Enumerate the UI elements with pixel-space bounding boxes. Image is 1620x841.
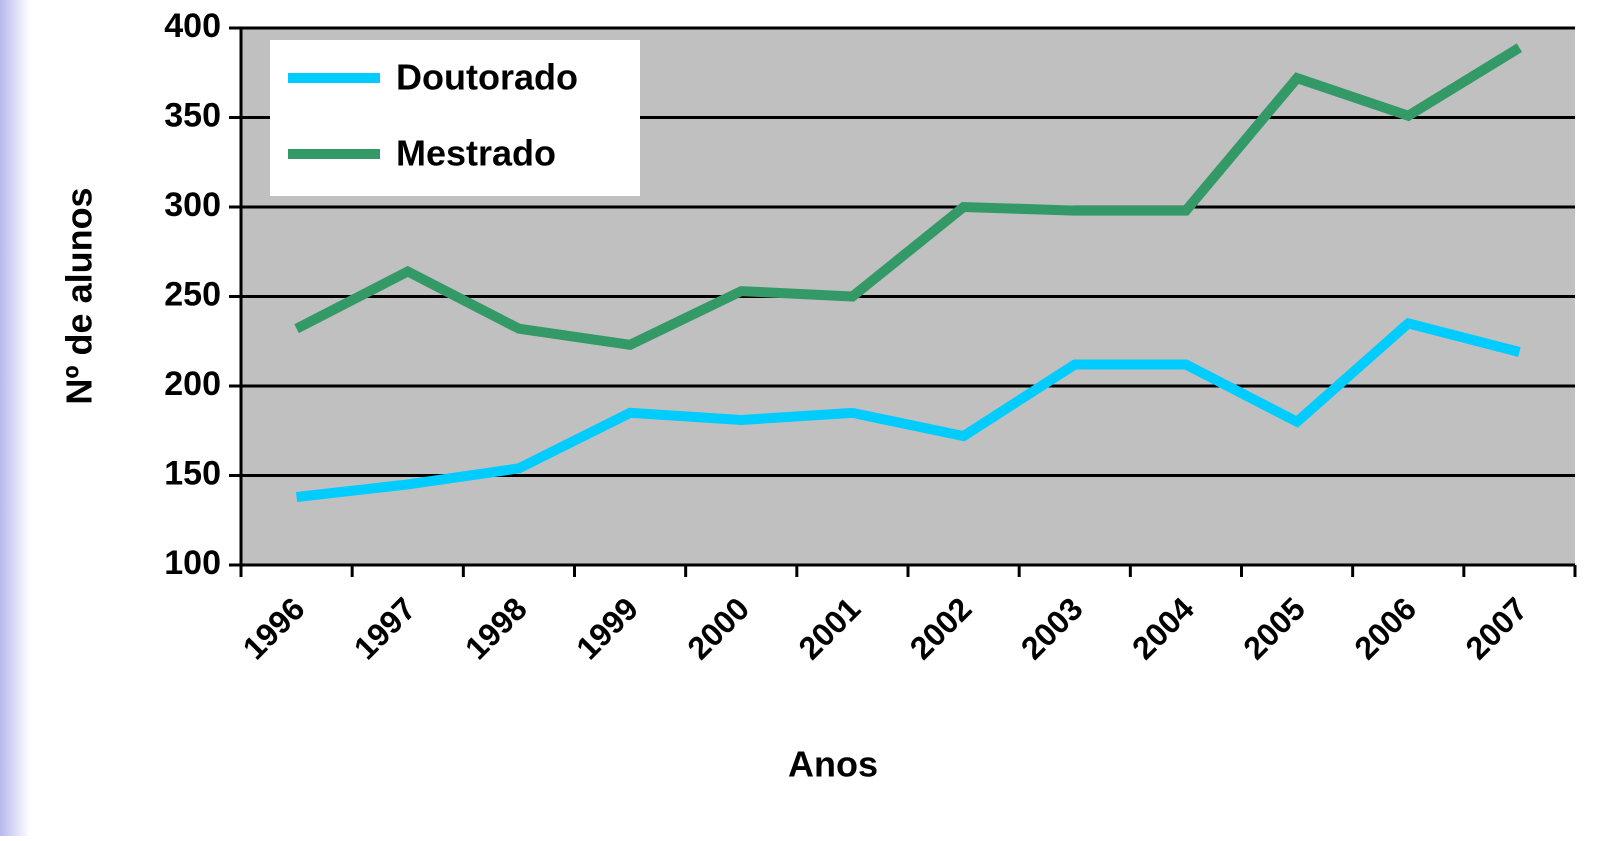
x-axis-title: Anos xyxy=(788,744,878,785)
y-tick-label: 400 xyxy=(164,7,221,45)
x-tick-label: 1996 xyxy=(236,590,312,666)
x-tick-label: 2005 xyxy=(1236,590,1312,666)
x-tick-label: 1998 xyxy=(458,590,534,666)
x-tick-label: 2006 xyxy=(1347,590,1423,666)
x-tick-label: 2001 xyxy=(792,590,868,666)
y-tick-label: 300 xyxy=(164,186,221,224)
y-tick-label: 250 xyxy=(164,275,221,313)
x-tick-label: 2004 xyxy=(1125,590,1201,666)
x-tick-label: 1997 xyxy=(347,590,423,666)
x-tick-label: 1999 xyxy=(569,590,645,666)
y-tick-label: 150 xyxy=(164,454,221,492)
x-tick-label: 2003 xyxy=(1014,590,1090,666)
y-tick-label: 200 xyxy=(164,365,221,403)
legend-label: Mestrado xyxy=(396,133,556,174)
y-tick-label: 350 xyxy=(164,96,221,134)
series-line xyxy=(294,43,1523,350)
y-tick-label: 100 xyxy=(164,544,221,582)
x-tick-label: 2002 xyxy=(903,590,979,666)
x-tick-label: 2007 xyxy=(1459,590,1535,666)
series-line xyxy=(296,317,1521,502)
legend-label: Doutorado xyxy=(396,57,578,98)
x-tick-label: 2000 xyxy=(680,590,756,666)
legend-box xyxy=(270,40,640,196)
slide-edge xyxy=(0,0,30,836)
y-axis-title: Nº de alunos xyxy=(59,187,100,404)
